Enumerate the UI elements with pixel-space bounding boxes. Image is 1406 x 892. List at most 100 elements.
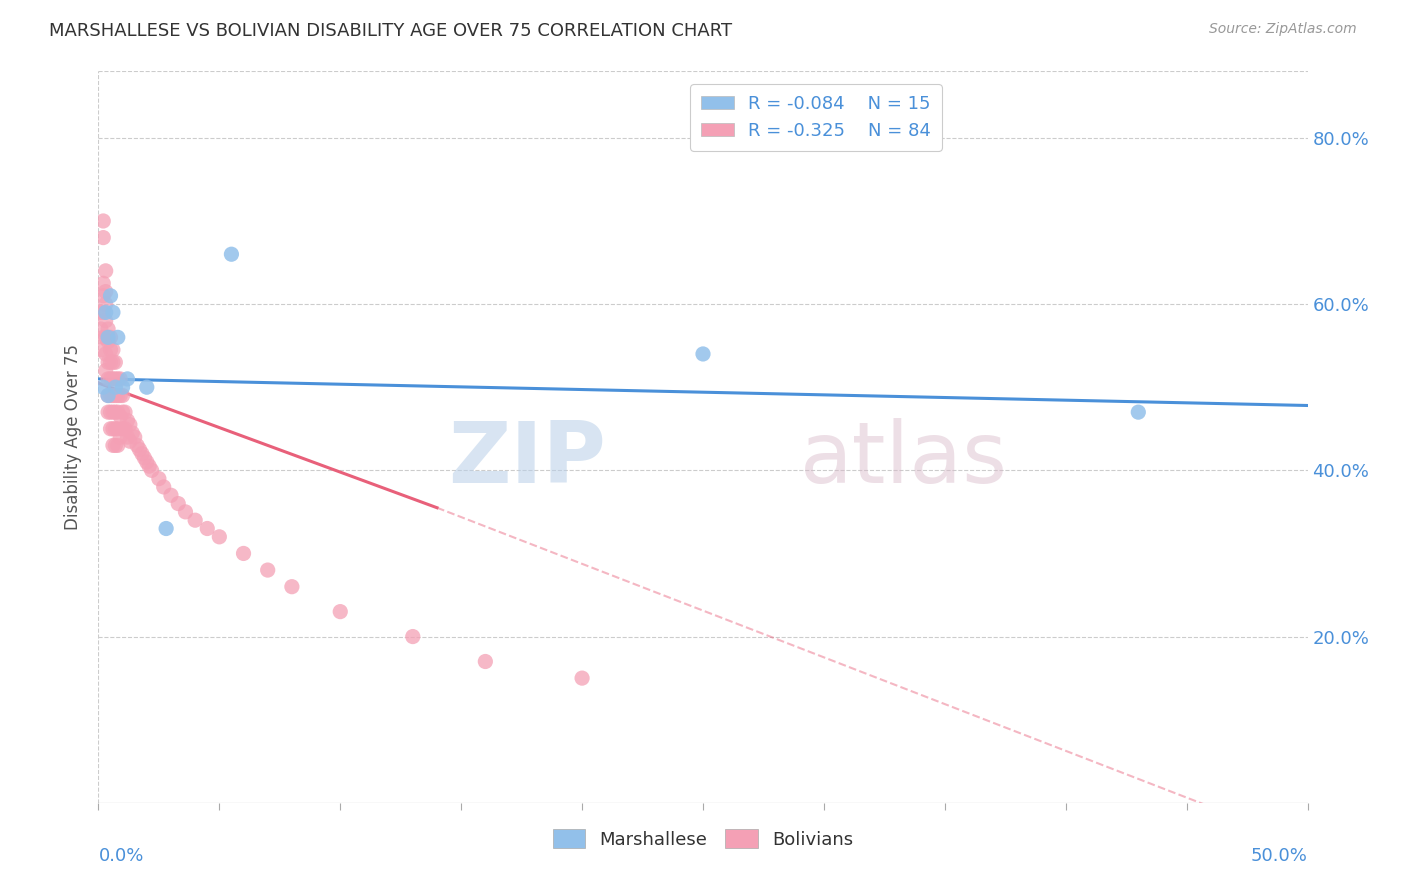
Point [111,405,134,419]
Legend: Marshallese, Bolivians: Marshallese, Bolivians [546,822,860,856]
Text: Source: ZipAtlas.com: Source: ZipAtlas.com [1209,22,1357,37]
Point [104,380,127,394]
Point [117,372,139,386]
Point [97,322,120,336]
Point [94,305,117,319]
Point [100,422,122,436]
Point [107,405,129,419]
Point [97,405,120,419]
Point [571,671,593,685]
Point [97,334,120,349]
Point [167,497,190,511]
Point [135,455,157,469]
Point [94,347,117,361]
Point [160,488,183,502]
Point [134,450,156,465]
Point [111,380,134,394]
Point [101,405,124,419]
Point [148,472,170,486]
Point [101,422,124,436]
Point [91,380,114,394]
Point [118,417,141,432]
Text: atlas: atlas [800,417,1008,500]
Point [94,330,117,344]
Point [101,372,124,386]
Point [100,343,122,357]
Point [208,530,231,544]
Point [91,214,114,228]
Point [128,442,150,457]
Point [94,285,117,299]
Point [104,355,127,369]
Text: 50.0%: 50.0% [1251,847,1308,864]
Point [135,380,157,394]
Point [692,347,714,361]
Y-axis label: Disability Age Over 75: Disability Age Over 75 [65,344,83,530]
Point [90,322,112,336]
Point [101,305,124,319]
Point [101,438,124,452]
Point [174,505,197,519]
Point [107,388,129,402]
Point [100,289,122,303]
Point [107,372,129,386]
Point [100,355,122,369]
Text: 0.0%: 0.0% [98,847,143,864]
Point [232,546,254,560]
Point [97,330,120,344]
Point [104,405,127,419]
Point [114,422,136,436]
Point [152,480,174,494]
Point [256,563,278,577]
Point [107,438,129,452]
Point [97,355,120,369]
Point [104,372,127,386]
Point [94,264,117,278]
Point [121,425,143,440]
Point [114,405,136,419]
Point [101,388,124,402]
Text: MARSHALLESE VS BOLIVIAN DISABILITY AGE OVER 75 CORRELATION CHART: MARSHALLESE VS BOLIVIAN DISABILITY AGE O… [49,22,733,40]
Point [131,447,153,461]
Point [91,230,114,244]
Point [101,355,124,369]
Point [329,605,352,619]
Point [155,521,177,535]
Point [118,434,141,449]
Point [91,289,114,303]
Point [91,305,114,319]
Point [474,655,496,669]
Point [108,372,131,386]
Point [111,388,134,402]
Point [94,297,117,311]
Point [108,388,131,402]
Point [281,580,304,594]
Point [127,438,149,452]
Point [138,459,160,474]
Point [91,277,114,291]
Point [107,330,129,344]
Point [101,343,124,357]
Point [104,438,127,452]
Point [195,521,218,535]
Point [100,372,122,386]
Point [94,314,117,328]
Point [97,372,120,386]
Point [108,430,131,444]
Point [117,413,139,427]
Point [107,422,129,436]
Point [97,388,120,402]
Point [124,430,146,444]
Point [141,463,163,477]
Point [402,630,425,644]
Point [100,330,122,344]
Point [100,405,122,419]
Point [117,430,139,444]
Point [90,343,112,357]
Point [91,330,114,344]
Point [104,388,127,402]
Point [184,513,207,527]
Point [111,422,134,436]
Point [1128,405,1150,419]
Point [100,388,122,402]
